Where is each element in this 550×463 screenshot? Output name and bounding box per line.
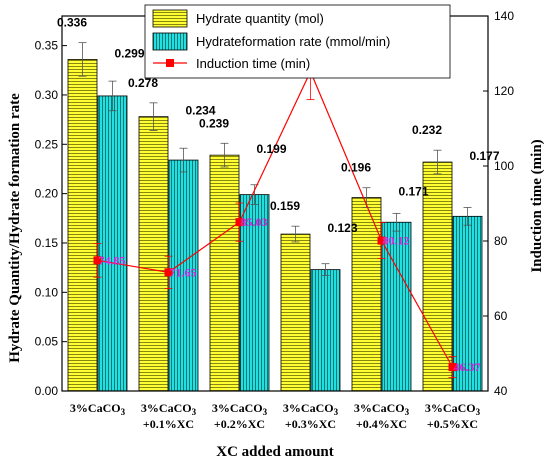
legend-marker-induction <box>166 59 174 67</box>
legend-label-induction: Induction time (min) <box>196 56 310 71</box>
label-quantity-2: 0.239 <box>199 116 229 130</box>
bar-rate-3 <box>310 269 341 392</box>
bar-quantity-1 <box>138 116 169 392</box>
category-label-subscript-0: 3 <box>121 407 126 417</box>
category-label-0: 3%CaCO3 <box>70 401 126 417</box>
category-label-main-3: 3%CaCO <box>283 401 334 415</box>
category-label-3: 3%CaCO3 <box>283 401 339 417</box>
y2-tick-label-5: 140 <box>494 9 514 23</box>
legend-label-hydrate-quantity: Hydrate quantity (mol) <box>196 11 324 26</box>
y-tick-label-3: 0.15 <box>35 236 59 250</box>
category-label-subscript-5: 3 <box>476 407 481 417</box>
induction-label-4: 80.12 <box>383 234 410 248</box>
y2-tick-label-4: 120 <box>494 84 514 98</box>
y-tick-label-6: 0.30 <box>35 88 59 102</box>
right-axis-ticks: 40 60 80 100 120 140 <box>483 9 514 398</box>
label-quantity-0: 0.336 <box>57 16 87 30</box>
y2-tick-label-3: 100 <box>494 159 514 173</box>
category-label-1: 3%CaCO3 <box>141 401 197 417</box>
y2-tick-label-2: 80 <box>494 234 508 248</box>
label-quantity-1: 0.278 <box>128 76 158 90</box>
bars-layer <box>67 42 483 392</box>
label-rate-2: 0.199 <box>257 142 287 156</box>
category-label-subscript-2: 3 <box>263 407 268 417</box>
label-rate-4: 0.171 <box>399 185 429 199</box>
induction-time-line <box>97 70 454 368</box>
induction-marker-0 <box>93 256 102 265</box>
category-labels: 3%CaCO3 3%CaCO3+0.1%XC3%CaCO3+0.2%XC3%CaC… <box>70 401 481 431</box>
bar-rate-4 <box>381 221 412 392</box>
label-rate-1: 0.234 <box>186 104 216 118</box>
label-rate-5: 0.177 <box>470 149 500 163</box>
legend-frame <box>144 4 451 79</box>
y2-tick-label-1: 60 <box>494 309 508 323</box>
bar-quantity-3 <box>280 233 311 392</box>
y-tick-label-0: 0.00 <box>35 384 59 398</box>
induction-marker-2 <box>235 218 244 227</box>
label-quantity-3: 0.159 <box>270 199 300 213</box>
legend: Hydrate quantity (mol) Hydrateformation … <box>144 4 451 79</box>
category-label-subscript-4: 3 <box>405 407 410 417</box>
category-label-main-1: 3%CaCO <box>141 401 192 415</box>
bar-rate-2 <box>239 194 270 392</box>
category-label-subscript-1: 3 <box>192 407 197 417</box>
induction-marker-4 <box>377 236 386 245</box>
category-label-line2-5: +0.5%XC <box>427 417 478 431</box>
induction-label-5: 46.37 <box>454 360 481 374</box>
legend-label-formation-rate: Hydrateformation rate (mmol/min) <box>196 34 390 49</box>
bar-rate-1 <box>168 159 199 392</box>
label-rate-0: 0.299 <box>115 46 145 60</box>
y-tick-label-5: 0.25 <box>35 137 59 151</box>
y2-axis-title: Induction time (min) <box>529 139 545 272</box>
x-axis-title: XC added amount <box>216 444 334 460</box>
category-label-5: 3%CaCO3 <box>425 401 481 417</box>
induction-label-1: 71.65 <box>170 265 197 279</box>
y-tick-label-2: 0.10 <box>35 285 59 299</box>
bar-quantity-2 <box>209 154 240 392</box>
category-label-line2-4: +0.4%XC <box>356 417 407 431</box>
y-axis-title: Hydrate Quantity/Hydrate formation rate <box>7 93 23 363</box>
legend-swatch-hydrate-quantity <box>152 9 188 28</box>
induction-marker-1 <box>164 268 173 277</box>
category-label-main-2: 3%CaCO <box>212 401 263 415</box>
category-label-main-0: 3%CaCO <box>70 401 121 415</box>
category-label-line2-3: +0.3%XC <box>285 417 336 431</box>
legend-swatch-formation-rate <box>152 32 188 51</box>
category-label-main-4: 3%CaCO <box>354 401 405 415</box>
category-label-line2-2: +0.2%XC <box>214 417 265 431</box>
left-axis-ticks: 0.00 0.05 0.10 0.15 0.20 0.25 0.30 0.35 <box>35 39 67 398</box>
label-quantity-5: 0.232 <box>412 123 442 137</box>
bar-rate-5 <box>452 215 483 392</box>
induction-marker-5 <box>448 363 457 372</box>
category-label-4: 3%CaCO3 <box>354 401 410 417</box>
label-quantity-4: 0.196 <box>341 161 371 175</box>
category-label-line2-1: +0.1%XC <box>143 417 194 431</box>
y2-tick-label-0: 40 <box>494 384 508 398</box>
category-label-2: 3%CaCO3 <box>212 401 268 417</box>
category-label-subscript-3: 3 <box>334 407 339 417</box>
y-tick-label-7: 0.35 <box>35 39 59 53</box>
y-tick-label-1: 0.05 <box>35 335 59 349</box>
category-label-main-5: 3%CaCO <box>425 401 476 415</box>
induction-label-2: 85.03 <box>241 215 268 229</box>
label-rate-3: 0.123 <box>328 221 358 235</box>
bar-quantity-0 <box>67 59 98 392</box>
induction-label-0: 74.85 <box>99 253 126 267</box>
bar-rate-0 <box>97 95 128 392</box>
y-tick-label-4: 0.20 <box>35 187 59 201</box>
